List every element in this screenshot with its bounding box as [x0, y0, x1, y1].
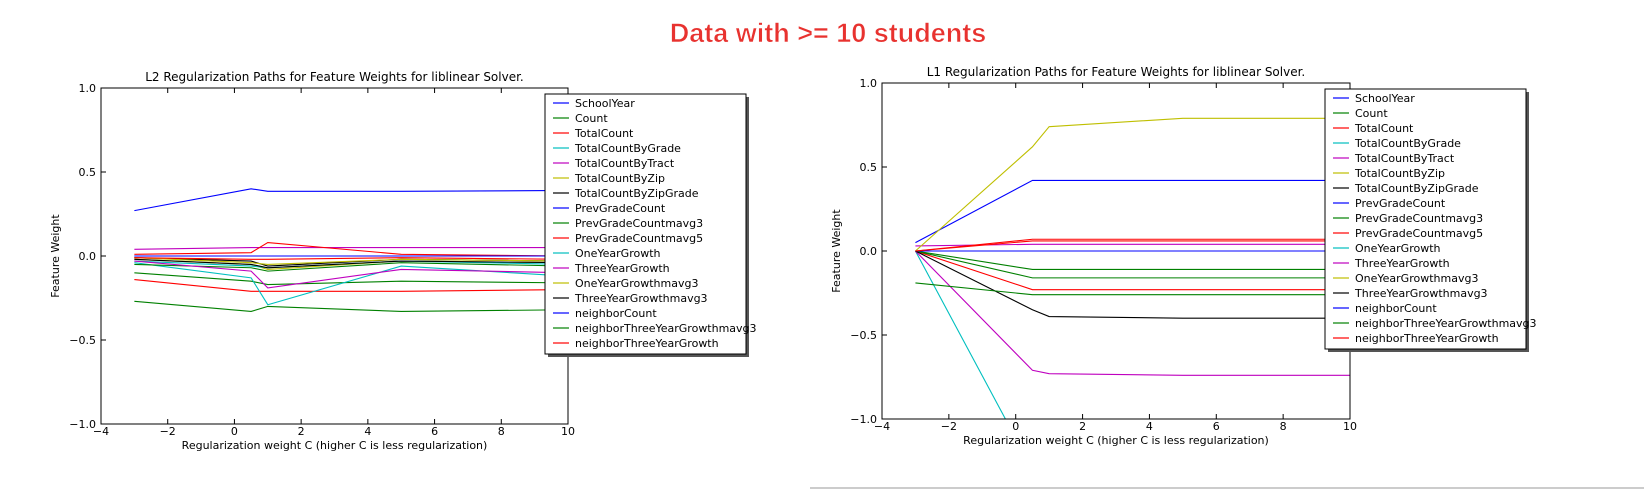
- series-line: [914, 250, 1007, 419]
- series-line: [915, 117, 1350, 252]
- x-tick-label: −2: [160, 425, 176, 438]
- series-line: [134, 257, 568, 260]
- legend-label: ThreeYearGrowth: [574, 262, 670, 275]
- y-tick-label: −1.0: [69, 418, 96, 431]
- series-line: [134, 300, 568, 312]
- series-line: [134, 241, 568, 257]
- legend-label: PrevGradeCountmavg5: [1355, 227, 1483, 240]
- legend-label: PrevGradeCountmavg3: [1355, 212, 1483, 225]
- series-line: [134, 258, 568, 269]
- x-axis-label: Regularization weight C (higher C is les…: [963, 434, 1269, 447]
- legend-label: PrevGradeCount: [575, 202, 666, 215]
- x-tick-label: −2: [941, 420, 957, 433]
- legend-label: neighborCount: [575, 307, 657, 320]
- y-tick-label: 1.0: [79, 82, 97, 95]
- y-tick-label: 0.5: [79, 166, 97, 179]
- x-tick-label: 0: [1012, 420, 1019, 433]
- legend-label: Count: [575, 112, 608, 125]
- series-line: [134, 247, 568, 250]
- legend-label: ThreeYearGrowthmavg3: [1354, 287, 1488, 300]
- legend-label: TotalCountByZip: [1354, 167, 1445, 180]
- legend-label: neighborThreeYearGrowthmavg3: [575, 322, 757, 335]
- y-tick-label: 0.0: [860, 245, 878, 258]
- legend-label: TotalCountByZip: [574, 172, 665, 185]
- series-line: [134, 262, 568, 272]
- legend-label: SchoolYear: [1355, 92, 1415, 105]
- x-tick-label: 8: [1280, 420, 1287, 433]
- legend-label: OneYearGrowthmavg3: [575, 277, 698, 290]
- series-line: [134, 188, 568, 212]
- x-tick-label: 4: [1146, 420, 1153, 433]
- series-line: [134, 260, 568, 289]
- y-tick-label: 0.5: [860, 161, 878, 174]
- chart: L1 Regularization Paths for Feature Weig…: [830, 65, 1537, 447]
- series-line: [915, 243, 1350, 247]
- series-line: [915, 250, 1350, 319]
- legend-label: TotalCountByTract: [574, 157, 675, 170]
- x-tick-label: 6: [1213, 420, 1220, 433]
- series-line: [134, 272, 568, 286]
- y-axis-label: Feature Weight: [830, 209, 843, 293]
- x-tick-label: 10: [1343, 420, 1357, 433]
- legend-label: TotalCount: [1354, 122, 1414, 135]
- x-tick-label: −4: [93, 425, 109, 438]
- legend-label: TotalCountByZipGrade: [574, 187, 699, 200]
- x-tick-label: 8: [498, 425, 505, 438]
- legend-label: PrevGradeCount: [1355, 197, 1446, 210]
- series-line: [915, 250, 1350, 376]
- legend-label: OneYearGrowth: [575, 247, 661, 260]
- plot-lines: [134, 188, 568, 312]
- legend-label: Count: [1355, 107, 1388, 120]
- x-tick-label: 10: [561, 425, 575, 438]
- x-tick-label: 0: [231, 425, 238, 438]
- legend-label: TotalCount: [574, 127, 634, 140]
- y-tick-label: 1.0: [860, 77, 878, 90]
- y-tick-label: −1.0: [850, 413, 877, 426]
- legend-label: neighborCount: [1355, 302, 1437, 315]
- y-axis-label: Feature Weight: [49, 214, 62, 298]
- x-axis-label: Regularization weight C (higher C is les…: [182, 439, 488, 452]
- x-tick-label: 2: [298, 425, 305, 438]
- plot-lines: [914, 117, 1350, 419]
- series-line: [915, 240, 1350, 252]
- legend-label: ThreeYearGrowthmavg3: [574, 292, 708, 305]
- series-line: [915, 250, 1350, 291]
- page-heading: Data with >= 10 students: [670, 18, 987, 48]
- legend-label: TotalCountByGrade: [1354, 137, 1461, 150]
- legend-label: PrevGradeCountmavg5: [575, 232, 703, 245]
- legend-label: OneYearGrowth: [1355, 242, 1441, 255]
- series-line: [915, 179, 1350, 244]
- x-tick-label: 2: [1079, 420, 1086, 433]
- series-line: [915, 250, 1350, 271]
- legend-box: [1324, 88, 1527, 350]
- legend-label: neighborThreeYearGrowth: [1355, 332, 1499, 345]
- legend-label: TotalCountByZipGrade: [1354, 182, 1479, 195]
- x-tick-label: 6: [431, 425, 438, 438]
- x-tick-label: −4: [874, 420, 890, 433]
- series-line: [134, 262, 568, 306]
- series-line: [915, 238, 1350, 252]
- legend-label: neighborThreeYearGrowthmavg3: [1355, 317, 1537, 330]
- legend-label: neighborThreeYearGrowth: [575, 337, 719, 350]
- legend-box: [544, 93, 747, 355]
- series-line: [915, 282, 1350, 296]
- series-line: [134, 257, 568, 265]
- legend-label: PrevGradeCountmavg3: [575, 217, 703, 230]
- chart: L2 Regularization Paths for Feature Weig…: [49, 70, 757, 452]
- chart-title: L2 Regularization Paths for Feature Weig…: [145, 70, 524, 84]
- legend-label: OneYearGrowthmavg3: [1355, 272, 1478, 285]
- legend-label: SchoolYear: [575, 97, 635, 110]
- legend-label: TotalCountByTract: [1354, 152, 1455, 165]
- chart-title: L1 Regularization Paths for Feature Weig…: [927, 65, 1306, 79]
- y-tick-label: −0.5: [850, 329, 877, 342]
- series-line: [134, 278, 568, 292]
- x-tick-label: 4: [364, 425, 371, 438]
- y-tick-label: −0.5: [69, 334, 96, 347]
- legend-label: TotalCountByGrade: [574, 142, 681, 155]
- legend-label: ThreeYearGrowth: [1354, 257, 1450, 270]
- y-tick-label: 0.0: [79, 250, 97, 263]
- series-line: [915, 250, 1350, 279]
